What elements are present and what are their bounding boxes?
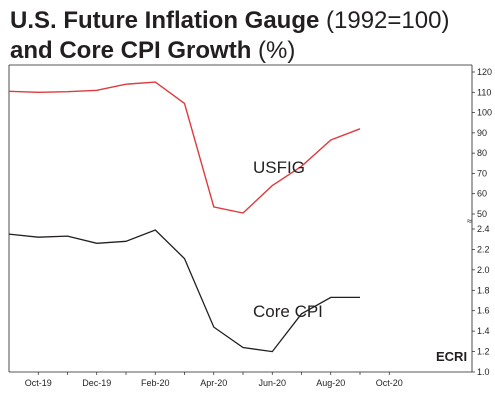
x-tick-label: Apr-20 (200, 378, 227, 388)
y-tick-label-usfig: 70 (477, 168, 487, 178)
series-label-core-cpi: Core CPI (253, 302, 323, 321)
y-tick-label-core-cpi: 1.8 (477, 285, 490, 295)
y-tick-label-usfig: 110 (477, 87, 491, 97)
x-tick-label: Oct-20 (376, 378, 403, 388)
y-tick-label-usfig: 80 (477, 148, 487, 158)
y-tick-label-core-cpi: 1.2 (477, 347, 490, 357)
y-tick-label-core-cpi: 2.2 (477, 244, 490, 254)
series-group (8, 81, 361, 353)
title-line-1-unit: (1992=100) (319, 7, 450, 34)
series-label-usfig: USFIG (253, 158, 305, 177)
y-tick-label-core-cpi: 2.4 (477, 224, 490, 234)
y-tick-label-usfig: 120 (477, 67, 492, 77)
plot-frame (8, 64, 473, 373)
y-tick-label-core-cpi: 1.0 (477, 367, 490, 377)
axis-break-symbol: ≈ (467, 216, 472, 226)
title-line-1: U.S. Future Inflation Gauge (1992=100) (10, 6, 490, 36)
series-line-usfig (8, 81, 361, 214)
title-line-2: and Core CPI Growth (%) (10, 36, 490, 66)
y-tick-label-core-cpi: 1.4 (477, 326, 490, 336)
x-tick-label: Dec-19 (82, 378, 111, 388)
y-tick-label-core-cpi: 2.0 (477, 265, 490, 275)
axis-ticks (37, 71, 475, 375)
title-line-1-bold: U.S. Future Inflation Gauge (10, 7, 320, 34)
x-tick-label: Oct-19 (25, 378, 52, 388)
title-line-2-unit: (%) (251, 37, 296, 64)
y-tick-label-usfig: 90 (477, 128, 487, 138)
chart-title: U.S. Future Inflation Gauge (1992=100) a… (10, 6, 490, 66)
ecri-logo: ECRI (436, 349, 467, 364)
y-tick-label-usfig: 60 (477, 189, 487, 199)
x-tick-label: Feb-20 (141, 378, 170, 388)
title-line-2-bold: and Core CPI Growth (10, 37, 252, 64)
y-tick-label-usfig: 50 (477, 209, 487, 219)
y-tick-label-usfig: 100 (477, 108, 492, 118)
series-line-core-cpi (8, 229, 360, 353)
tick-labels: ≈50 60 70 80 90 100 110 120 1.0 1.2 1.4 1.6 1.8 2.0 2.… (25, 67, 492, 388)
y-tick-label-core-cpi: 1.6 (477, 306, 490, 316)
x-tick-label: Jun-20 (258, 378, 286, 388)
x-tick-label: Aug-20 (316, 378, 345, 388)
